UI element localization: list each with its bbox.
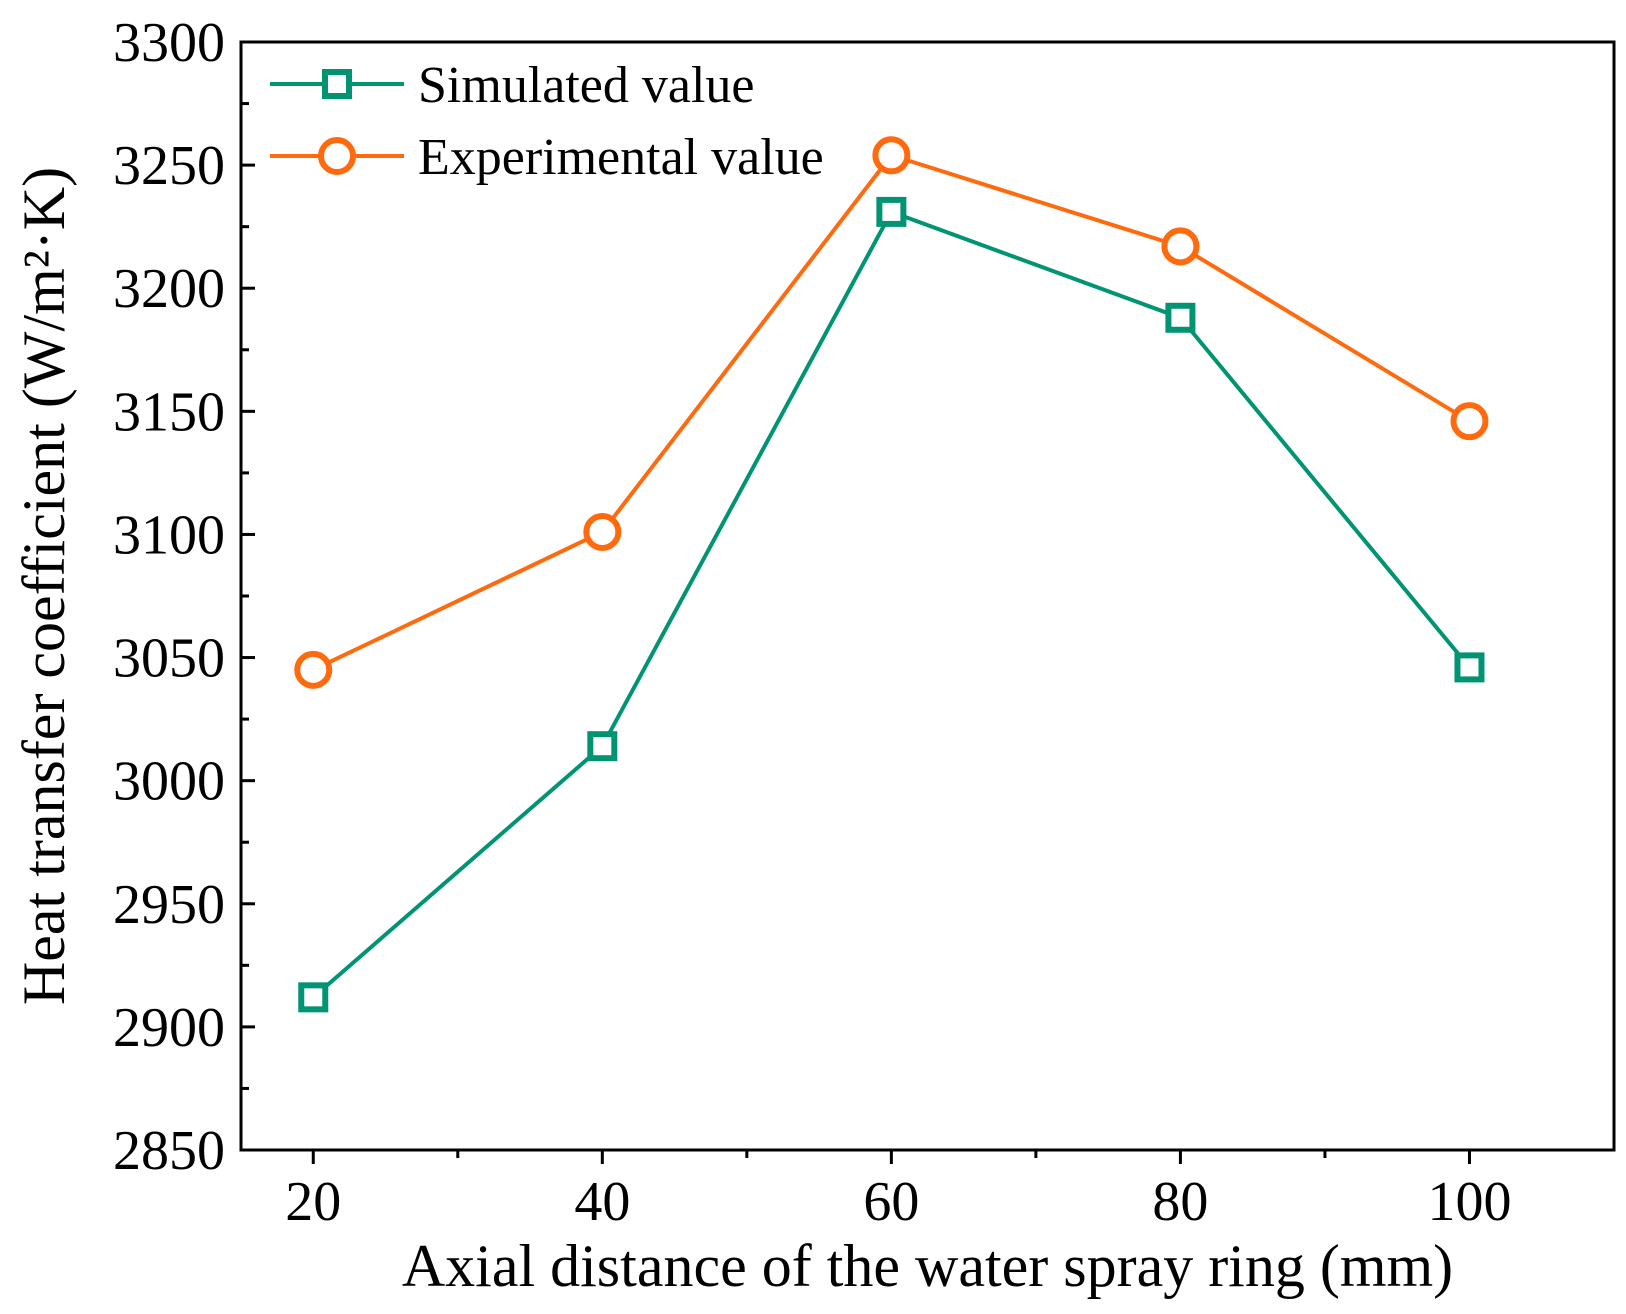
series-layer	[294, 136, 1489, 1013]
x-tick-label: 100	[1427, 1171, 1511, 1233]
y-tick-label: 3200	[113, 258, 225, 320]
legend-item: Simulated value	[270, 57, 754, 114]
y-tick-label: 3100	[113, 504, 225, 566]
data-point	[298, 982, 329, 1013]
data-point	[1450, 402, 1489, 441]
legend-label: Simulated value	[418, 57, 754, 114]
series-line	[311, 209, 1472, 999]
y-tick-label: 3150	[113, 381, 225, 443]
y-tick-label: 3250	[113, 135, 225, 197]
x-tick-label: 80	[1152, 1171, 1208, 1233]
legend-marker	[318, 137, 356, 175]
y-tick-label: 2900	[113, 997, 225, 1059]
legend-marker	[322, 69, 352, 99]
series-simulated	[298, 196, 1485, 1013]
series-experimental	[294, 136, 1489, 689]
legend-item: Experimental value	[270, 129, 824, 186]
x-tick-label: 20	[285, 1171, 341, 1233]
data-point	[294, 650, 333, 689]
data-point	[1454, 652, 1485, 683]
x-axis-title: Axial distance of the water spray ring (…	[402, 1233, 1453, 1299]
data-point	[587, 731, 618, 762]
data-point	[1165, 302, 1196, 333]
x-tick-label: 60	[863, 1171, 919, 1233]
x-tick-label: 40	[574, 1171, 630, 1233]
plot-frame	[239, 40, 1616, 1152]
data-point	[583, 512, 622, 551]
data-point	[872, 136, 911, 175]
series-line	[312, 153, 1471, 672]
y-tick-label: 3300	[113, 12, 225, 74]
y-axis-title: Heat transfer coefficient (W/m²·K)	[11, 167, 77, 1005]
legend: Simulated value Experimental value	[270, 57, 824, 186]
ticks-layer: 20 40 60 80 100 2850 2900 2950 3000 3050 3100 3150 3…	[113, 12, 1511, 1233]
data-point	[876, 196, 907, 227]
y-tick-label: 2950	[113, 874, 225, 936]
y-tick-label: 3050	[113, 628, 225, 690]
y-tick-label: 3000	[113, 751, 225, 813]
legend-label: Experimental value	[418, 129, 824, 186]
data-point	[1161, 227, 1200, 266]
y-tick-label: 2850	[113, 1120, 225, 1182]
